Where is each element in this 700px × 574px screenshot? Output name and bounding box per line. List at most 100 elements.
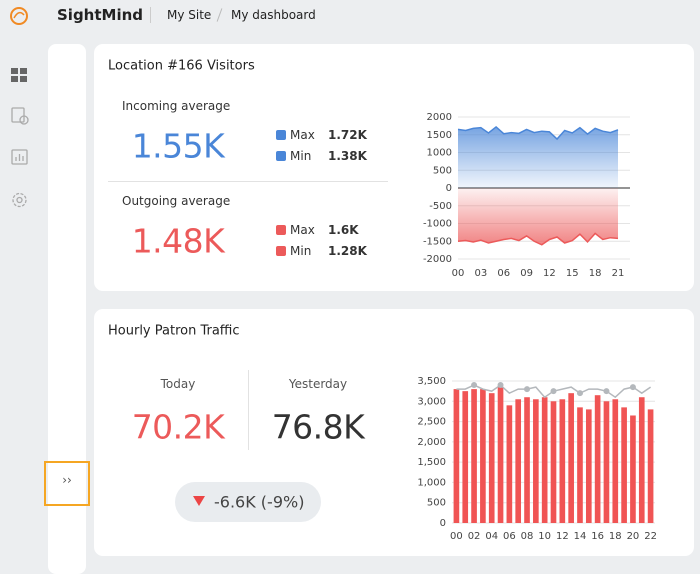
logo: [10, 7, 28, 25]
side-panel: [48, 44, 86, 574]
marker: [550, 388, 557, 395]
x-tick-label: 18: [589, 268, 602, 279]
nav-icons: [11, 68, 29, 208]
area: [458, 126, 618, 188]
x-tick-label: 03: [474, 268, 487, 279]
y-tick-label: -1000: [423, 219, 452, 230]
min-icon: [276, 246, 286, 256]
reports-icon[interactable]: [11, 107, 29, 125]
brand: SightMind: [57, 6, 144, 24]
x-tick-label: 18: [609, 531, 622, 542]
bar: [471, 389, 477, 523]
max-label: Max: [290, 223, 315, 237]
x-tick-label: 00: [450, 531, 463, 542]
bar: [577, 407, 583, 523]
bar: [621, 407, 627, 523]
x-tick-label: 12: [543, 268, 556, 279]
stat-value: 76.8K: [271, 407, 365, 447]
marker: [524, 386, 531, 393]
page: {"header": {"brand": "SightMind", "bread…: [10, 6, 694, 574]
y-tick-label: 0: [440, 518, 446, 529]
bar: [612, 399, 619, 523]
x-tick-label: 12: [556, 531, 569, 542]
y-tick-label: 2,000: [417, 437, 446, 448]
x-tick-label: 08: [521, 531, 534, 542]
delta-value: -6.6K (-9%): [214, 492, 305, 512]
bar: [550, 401, 557, 523]
card-title: Hourly Patron Traffic: [108, 323, 240, 339]
max-icon: [276, 130, 286, 140]
y-tick-label: 2000: [427, 112, 452, 123]
series-line: [457, 232, 619, 246]
x-tick-label: 06: [497, 268, 510, 279]
bar: [585, 409, 592, 523]
toggle-icon[interactable]: ››: [62, 473, 72, 487]
area: [458, 188, 618, 245]
bar: [603, 401, 610, 523]
y-tick-label: 3,000: [417, 396, 446, 407]
toggle-button[interactable]: [44, 461, 90, 506]
bar: [630, 415, 636, 523]
min-value: 1.38K: [328, 149, 367, 163]
x-tick-label: 04: [485, 531, 498, 542]
marker: [497, 382, 504, 389]
breadcrumb[interactable]: My dashboard: [231, 8, 316, 22]
dashboard-icon[interactable]: [11, 68, 27, 82]
min-icon: [276, 151, 286, 161]
card-title: Location #166 Visitors: [108, 58, 255, 74]
y-tick-label: -1500: [423, 236, 452, 247]
x-tick-label: 02: [468, 531, 481, 542]
visitors-chart: -2000 -1500 -1000 -500 0 500 1000 1500 2000 00 03 0…: [423, 112, 630, 279]
stat-value: 1.48K: [131, 221, 225, 261]
bar: [515, 399, 522, 523]
series-line: [457, 125, 619, 141]
x-tick-label: 22: [644, 531, 657, 542]
stat-label: Incoming average: [122, 99, 231, 113]
y-tick-label: 2,500: [417, 417, 446, 428]
y-tick-label: 1,000: [417, 477, 446, 488]
settings-icon[interactable]: [12, 192, 27, 208]
x-tick-label: 09: [520, 268, 533, 279]
bar: [462, 391, 469, 523]
y-tick-label: 1,500: [417, 457, 446, 468]
x-tick-label: 06: [503, 531, 516, 542]
bar: [488, 393, 495, 523]
chart-icon[interactable]: [11, 149, 28, 165]
bar: [453, 389, 460, 523]
bar: [497, 387, 504, 523]
divider: [108, 181, 388, 182]
stat-label: Outgoing average: [122, 194, 231, 208]
y-tick-label: 500: [427, 498, 446, 509]
y-tick-label: 0: [446, 183, 452, 194]
bar: [524, 397, 530, 523]
x-tick-label: 10: [538, 531, 551, 542]
bar: [480, 389, 486, 523]
breadcrumb[interactable]: My Site: [167, 8, 212, 22]
x-tick-label: 14: [574, 531, 587, 542]
stat-label: Yesterday: [288, 377, 348, 391]
y-tick-label: 500: [433, 165, 452, 176]
bar: [568, 393, 574, 523]
y-tick-label: -500: [429, 201, 452, 212]
bar: [638, 397, 645, 523]
breadcrumb-divider: [216, 8, 223, 22]
marker: [576, 390, 583, 397]
stat-label: Today: [160, 377, 196, 391]
min-label: Min: [290, 244, 312, 258]
x-tick-label: 16: [591, 531, 604, 542]
min-label: Min: [290, 149, 312, 163]
bar: [506, 405, 513, 523]
marker: [603, 388, 610, 395]
bar: [533, 399, 539, 523]
down-arrow: [193, 496, 205, 506]
y-tick-label: 1000: [427, 148, 452, 159]
x-tick-label: 21: [612, 268, 625, 279]
max-value: 1.72K: [328, 128, 367, 142]
max-label: Max: [290, 128, 315, 142]
bar: [594, 395, 601, 523]
y-tick-label: 3,500: [417, 376, 446, 387]
bar: [647, 409, 654, 523]
max-value: 1.6K: [328, 223, 359, 237]
separator: [150, 7, 151, 23]
stat-value: 1.55K: [131, 126, 225, 166]
